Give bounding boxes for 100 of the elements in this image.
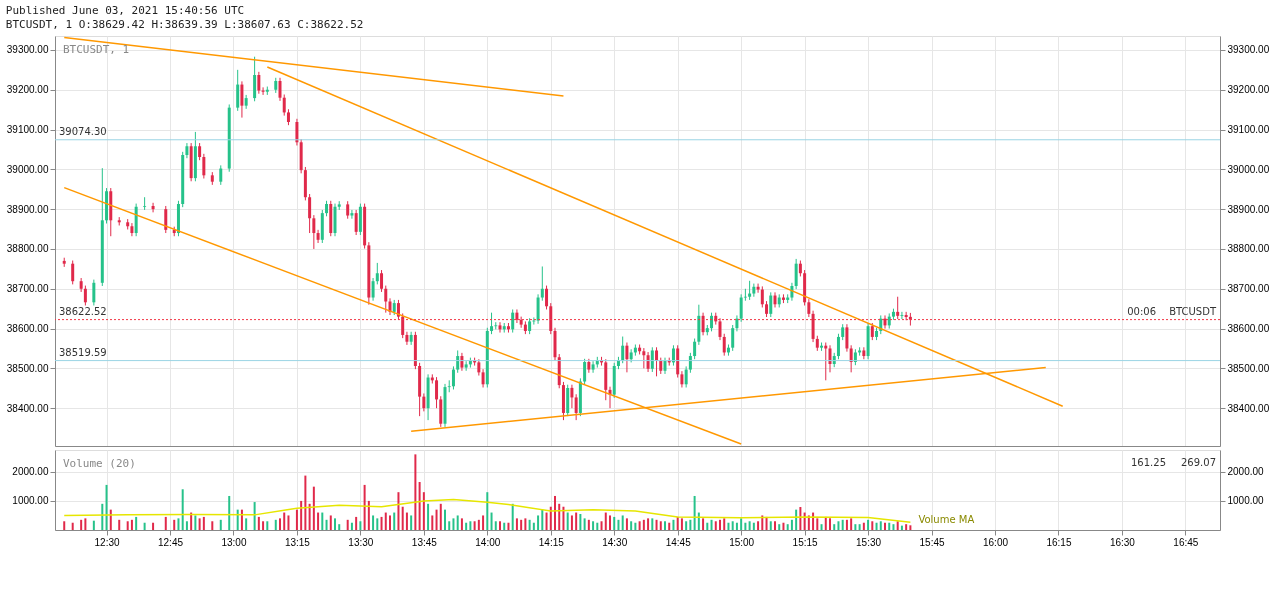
bar <box>164 516 167 530</box>
bar <box>642 519 645 530</box>
bar <box>499 521 501 530</box>
bar <box>494 521 497 530</box>
bar <box>761 515 764 530</box>
candlestick <box>756 283 760 294</box>
bar <box>706 522 709 530</box>
bar <box>714 521 717 530</box>
candlestick <box>83 285 87 306</box>
bar <box>841 519 844 530</box>
bar <box>469 521 472 530</box>
candlestick <box>481 368 485 388</box>
candlestick <box>371 277 375 302</box>
y-tick-label: 38400.00 <box>6 402 49 414</box>
candlestick <box>435 376 439 409</box>
bar <box>689 519 692 530</box>
x-tick-label: 15:30 <box>856 536 882 548</box>
x-tick-label: 12:45 <box>157 536 184 548</box>
bar <box>253 502 256 530</box>
bar <box>727 522 730 530</box>
y2-tick-label: 39100.00 <box>1227 124 1270 136</box>
bar <box>92 520 95 530</box>
bar <box>647 518 650 530</box>
bar <box>630 521 633 530</box>
annotation: BTCUSDT, 1 <box>63 43 130 56</box>
y2-tick-label: 39200.00 <box>1227 84 1270 96</box>
bar <box>731 521 734 530</box>
bar <box>757 521 760 530</box>
bar <box>744 522 747 530</box>
x-tick-label: 14:00 <box>475 536 501 548</box>
candlestick <box>849 344 853 373</box>
candlestick <box>202 153 206 179</box>
bar <box>283 512 286 530</box>
candlestick <box>350 209 354 220</box>
bar <box>638 521 641 530</box>
bar <box>702 518 705 530</box>
bar <box>896 521 899 530</box>
candlestick <box>282 94 286 117</box>
candlestick <box>739 293 743 323</box>
candlestick <box>456 349 460 374</box>
bar <box>905 524 908 530</box>
candlestick <box>92 279 96 306</box>
bar <box>126 521 129 530</box>
bar <box>257 516 260 530</box>
annotation: BTCUSDT <box>1169 305 1217 317</box>
bar <box>173 519 176 530</box>
bar <box>769 521 772 530</box>
annotation: 00:06 <box>1127 305 1156 317</box>
x-tick-label: 14:30 <box>602 536 628 548</box>
candlestick <box>722 333 726 357</box>
bar <box>152 522 155 530</box>
bar <box>621 515 624 530</box>
candlestick <box>236 69 240 112</box>
y-tick-label: 38800.00 <box>6 243 49 255</box>
candlestick <box>710 312 714 332</box>
bar <box>486 492 489 530</box>
bar <box>752 522 755 530</box>
bar <box>350 522 353 530</box>
y2-tick-label: 2000.00 <box>1227 466 1265 478</box>
bar <box>672 519 675 530</box>
bar <box>393 512 396 530</box>
bar <box>312 486 315 530</box>
ref-line-label: 38622.52 <box>59 305 107 317</box>
candlestick <box>536 293 540 325</box>
bar <box>723 518 726 530</box>
y2-tick-label: 38900.00 <box>1227 203 1270 215</box>
bar <box>435 509 438 530</box>
bar <box>71 522 74 530</box>
bar <box>80 519 83 530</box>
bar <box>786 524 789 530</box>
candlestick <box>836 333 840 360</box>
bar <box>135 516 138 530</box>
bar <box>655 519 658 530</box>
bar <box>372 515 375 530</box>
bar <box>604 512 607 530</box>
bar <box>668 522 671 530</box>
candlestick <box>515 308 519 324</box>
y2-tick-label: 39000.00 <box>1227 163 1270 175</box>
candlestick <box>316 229 320 244</box>
bar <box>592 521 595 530</box>
candlestick <box>278 77 282 102</box>
y-tick-label: 39200.00 <box>6 84 49 96</box>
bar <box>892 524 895 530</box>
bar <box>346 519 349 530</box>
y-tick-label: 38500.00 <box>6 362 49 374</box>
bar <box>710 519 713 530</box>
bar <box>274 519 277 530</box>
x-tick-label: 13:00 <box>221 536 247 548</box>
candlestick <box>896 296 900 320</box>
bar <box>562 506 565 530</box>
bar <box>909 525 912 530</box>
y2-tick-label: 38500.00 <box>1227 362 1270 374</box>
bar <box>659 521 662 530</box>
bar <box>279 518 281 530</box>
candlestick <box>591 360 595 374</box>
bar <box>596 522 599 530</box>
annotation: 269.07 <box>1181 457 1216 468</box>
bar <box>790 519 793 530</box>
candlestick <box>650 346 654 373</box>
candlestick <box>540 265 544 302</box>
